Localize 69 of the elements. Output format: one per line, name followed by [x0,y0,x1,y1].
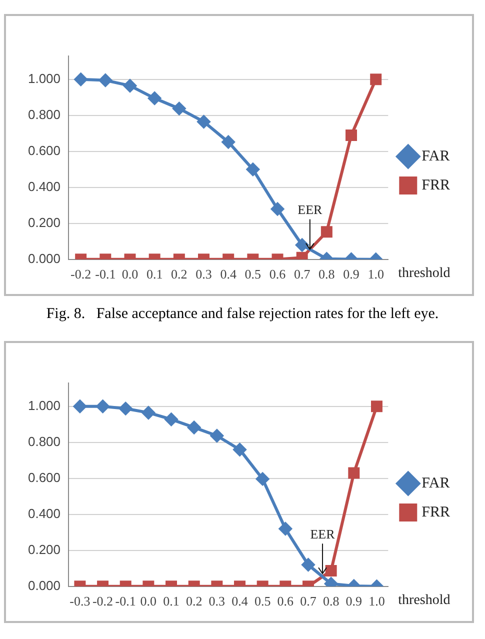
x-tick-label: 1.0 [368,266,384,282]
point [98,74,112,87]
point [233,443,246,456]
x-axis-title: threshold [398,266,450,282]
y-tick-label: 0.000 [28,250,61,266]
x-tick-label: 0.9 [343,266,360,282]
caption: Fig. 8. False acceptance and false rejection rates for the left eye. [45,306,440,323]
x-tick-label: 0.9 [346,594,362,609]
x-tick-label: 0.5 [244,266,262,282]
point [164,412,178,426]
point [210,429,224,442]
legend-label: FAR [422,475,450,492]
x-tick-label: 0.0 [122,266,138,282]
x-tick-label: 0.1 [146,266,163,282]
y-tick-label: 0.800 [28,434,61,449]
x-tick-label: -0.2 [70,266,92,282]
x-tick-label: 0.4 [220,266,237,282]
point [348,467,360,479]
point [96,400,110,413]
point [246,162,260,176]
point [142,406,155,420]
point [123,79,136,92]
x-tick-label: 0.0 [140,594,157,609]
x-tick-label: 0.6 [269,266,286,282]
x-tick-label: 0.4 [232,594,248,609]
point [148,92,162,105]
x-tick-label: 0.3 [196,266,212,282]
x-tick-label: 1.0 [368,594,385,609]
y-tick-label: 1.000 [28,398,61,413]
x-tick-label: 0.2 [186,594,202,609]
x-tick-label: 0.3 [208,594,226,609]
x-tick-label: 0.5 [254,594,271,609]
point [197,115,210,128]
x-tick-label: 0.6 [277,594,294,609]
y-tick-label: 0.600 [28,142,61,158]
x-tick-label: 0.2 [171,266,188,282]
y-tick-label: 0.000 [28,578,61,593]
point [370,74,382,86]
legend-label: FRR [422,504,450,520]
annotation: EER [298,202,323,218]
y-tick-label: 1.000 [28,70,61,86]
x-tick-label: 0.8 [322,594,340,609]
y-tick-label: 0.400 [28,506,61,521]
x-tick-label: 0.8 [318,266,335,282]
point [74,72,88,86]
point [188,420,201,434]
x-tick-label: -0.1 [115,594,136,609]
y-tick-label: 0.800 [28,106,61,122]
y-tick-label: 0.200 [28,214,61,230]
point [256,472,270,486]
point [172,102,186,116]
legend-label: FRR [422,177,450,194]
point [222,136,235,149]
x-tick-label: 0.1 [163,594,180,609]
y-tick-label: 0.600 [28,470,61,485]
annotation: EER [310,526,336,542]
point [119,402,132,416]
point [370,400,382,412]
point [346,129,358,141]
x-tick-label: 0.7 [300,594,317,609]
y-tick-label: 0.400 [28,178,61,194]
legend-label: FAR [422,148,450,164]
point [73,400,86,413]
y-tick-label: 0.200 [28,542,61,557]
x-tick-label: -0.3 [70,594,90,609]
x-tick-label: -0.2 [92,594,114,609]
x-tick-label: 0.7 [294,266,311,282]
x-tick-label: -0.1 [95,266,116,282]
x-axis-title: threshold [398,593,450,608]
